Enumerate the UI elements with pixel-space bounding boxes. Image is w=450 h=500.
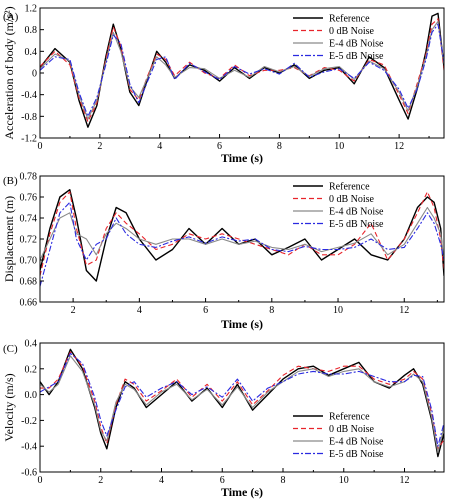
- x-tick-label: 12: [399, 305, 409, 316]
- y-tick-label: 1.2: [25, 4, 38, 15]
- y-axis-title: Velocity (m/s): [2, 373, 16, 441]
- y-tick-label: 0.2: [25, 364, 38, 375]
- series-line-e-4-db-noise: [40, 206, 444, 261]
- y-tick-label: 0.78: [20, 172, 38, 183]
- x-tick-label: 8: [281, 475, 286, 486]
- y-tick-label: -0.8: [21, 112, 37, 123]
- plot-frame: [39, 175, 445, 303]
- x-axis-title: Time (s): [221, 485, 263, 499]
- legend-label: E-5 dB Noise: [329, 219, 384, 230]
- y-tick-label: 0.66: [20, 298, 38, 309]
- y-tick-label: 0.4: [25, 47, 38, 58]
- x-tick-label: 2: [97, 141, 102, 152]
- series-line-e-5-db-noise: [40, 352, 444, 447]
- panel-label: (C): [3, 343, 18, 355]
- x-axis-title: Time (s): [221, 151, 263, 165]
- x-tick-label: 8: [269, 305, 274, 316]
- x-axis-title: Time (s): [221, 317, 263, 331]
- series-line-reference: [40, 188, 444, 282]
- legend-label: E-5 dB Noise: [329, 51, 384, 62]
- panel-a: (A) 0 2 4 6 8 10 12 -1.2 -0.8 -0.4 0 0.4 0.8 1.2 Time (…: [2, 4, 445, 165]
- x-tick-label: 8: [277, 141, 282, 152]
- legend-label: Reference: [329, 14, 370, 25]
- x-tick-label: 6: [203, 305, 208, 316]
- y-tick-label: -0.4: [21, 90, 37, 101]
- y-tick-label: 0.72: [20, 235, 38, 246]
- y-tick-label: -0.6: [21, 468, 37, 479]
- y-tick-label: 0: [32, 69, 37, 80]
- plot-frame: [39, 342, 445, 473]
- series-line-e-5-db-noise: [40, 23, 444, 117]
- legend-label: 0 dB Noise: [329, 194, 375, 205]
- panel-b: (B) 2 4 6 8 10 12 0.66 0.68 0.70 0.72 0.74 0.76 0.78 T…: [2, 172, 445, 331]
- y-tick-label: 0.70: [20, 256, 38, 267]
- x-tick-label: 6: [217, 141, 222, 152]
- x-tick-label: 6: [220, 475, 225, 486]
- y-tick-label: -1.2: [21, 134, 37, 145]
- legend-label: E-5 dB Noise: [329, 449, 384, 460]
- x-tick-label: 2: [98, 475, 103, 486]
- y-tick-label: 0.4: [25, 339, 38, 350]
- series-line-0-db-noise: [40, 18, 444, 123]
- series-group: [40, 348, 444, 458]
- y-tick-label: 0.0: [25, 390, 38, 401]
- x-tick-label: 12: [394, 141, 404, 152]
- legend-label: Reference: [329, 412, 370, 423]
- y-tick-label: 0.76: [20, 193, 38, 204]
- legend-label: E-4 dB Noise: [329, 207, 384, 218]
- series-group: [40, 12, 444, 128]
- y-tick-label: 0.68: [20, 277, 38, 288]
- legend-label: E-4 dB Noise: [329, 39, 384, 50]
- legend-label: Reference: [329, 182, 370, 193]
- x-tick-label: 10: [339, 475, 349, 486]
- x-tick-label: 4: [137, 305, 142, 316]
- y-tick-label: -0.4: [21, 442, 37, 453]
- x-tick-label: 0: [38, 141, 43, 152]
- x-tick-label: 10: [333, 305, 343, 316]
- x-tick-label: 10: [334, 141, 344, 152]
- panel-c: (C) 0 2 4 6 8 10 12 -0.6 -0.4 -0.2 0.0 0.2 0.4 Time (s…: [2, 339, 445, 499]
- y-axis-title: Acceleration of body (m/s²): [2, 6, 16, 139]
- x-tick-label: 4: [159, 475, 164, 486]
- y-axis-title: Displacement (m): [2, 196, 16, 282]
- series-group: [40, 188, 444, 287]
- x-tick-label: 2: [71, 305, 76, 316]
- series-line-e-5-db-noise: [40, 201, 444, 287]
- legend-label: E-4 dB Noise: [329, 437, 384, 448]
- x-tick-label: 4: [157, 141, 162, 152]
- x-tick-label: 0: [38, 475, 43, 486]
- y-tick-label: 0.8: [25, 25, 38, 36]
- panel-label: (A): [3, 11, 19, 23]
- x-tick-label: 12: [400, 475, 410, 486]
- y-tick-label: -0.2: [21, 416, 37, 427]
- legend-label: 0 dB Noise: [329, 26, 375, 37]
- legend-label: 0 dB Noise: [329, 424, 375, 435]
- series-line-0-db-noise: [40, 191, 444, 276]
- series-line-e-4-db-noise: [40, 355, 444, 454]
- y-tick-label: 0.74: [20, 214, 38, 225]
- panel-label: (B): [3, 175, 18, 187]
